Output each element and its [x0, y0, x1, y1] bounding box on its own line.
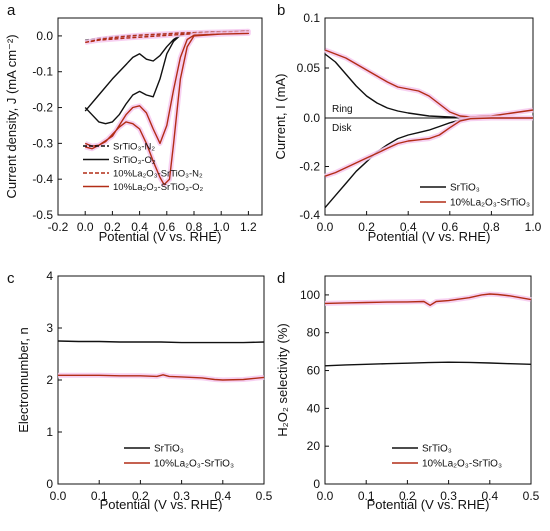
x-tick-label: 0.6	[441, 220, 458, 234]
disk-label: Disk	[332, 123, 352, 134]
legend-entry: 10%La₂O₃-SrTiO₃-N₂	[113, 169, 203, 180]
y-axis-label: Current density, J (mA cm⁻²)	[4, 34, 19, 198]
y-tick-label: -0.1	[32, 65, 53, 79]
y-axis-label: H₂O₂ selectivity (%)	[275, 323, 290, 436]
y-axis-label: Current, I (mA)	[273, 74, 288, 160]
x-tick-label: 0.1	[358, 489, 375, 503]
x-tick-label: 0.0	[50, 489, 67, 503]
series-line-glow	[324, 47, 534, 120]
legend-entry: 10%La₂O₃-SrTiO₃	[450, 198, 530, 209]
y-tick-label: -0.5	[32, 208, 53, 222]
y-tick-label: -0.2	[32, 101, 53, 115]
series-line	[84, 32, 250, 186]
y-tick-label: 0	[313, 477, 320, 491]
y-tick-label: 3	[46, 321, 53, 335]
x-tick-label: 0.4	[214, 489, 231, 503]
y-axis-label: Electronnumber, n	[16, 327, 31, 433]
panel-b: 0.0 0.2 0.4 0.6 0.8 1.0 0.1 0.05 0.0 -0.2 -0.4 Pote…	[273, 2, 542, 244]
y-tick-label: -0.4	[299, 208, 320, 222]
y-tick-label: 60	[307, 364, 321, 378]
panel-label: a	[7, 2, 16, 19]
x-tick-label: 0.5	[523, 489, 540, 503]
x-tick-label: 0.3	[173, 489, 190, 503]
series-line	[58, 374, 265, 381]
x-tick-label: 0.3	[440, 489, 457, 503]
y-tick-label: 0	[46, 477, 53, 491]
x-tick-label: 0.6	[158, 220, 175, 234]
series-line	[324, 293, 532, 306]
series-line	[324, 49, 534, 118]
y-tick-label: 0.0	[303, 111, 320, 125]
y-tick-label: 40	[307, 401, 321, 415]
legend-entry: SrTiO₃	[422, 444, 452, 455]
x-tick-label: 0.0	[317, 489, 334, 503]
y-tick-label: 2	[46, 373, 53, 387]
y-tick-label: -0.3	[32, 136, 53, 150]
legend-entry: SrTiO₃-O₂	[113, 155, 156, 166]
x-tick-label: 0.4	[481, 489, 498, 503]
series-line	[84, 30, 250, 125]
x-tick-label: 0.2	[399, 489, 416, 503]
x-tick-label: 0.2	[132, 489, 149, 503]
series-line-glow	[324, 115, 533, 179]
x-axis-label: Potential (V vs. RHE)	[99, 229, 222, 244]
axes-frame	[57, 17, 263, 216]
y-tick-label: -0.4	[32, 172, 53, 186]
ring-label: Ring	[332, 104, 353, 115]
x-tick-label: 1.0	[213, 220, 230, 234]
x-tick-label: 0.2	[358, 220, 375, 234]
x-tick-label: 0.8	[186, 220, 203, 234]
y-tick-label: 0.0	[36, 29, 53, 43]
x-tick-label: 0.0	[77, 220, 94, 234]
y-tick-label: 20	[307, 439, 321, 453]
x-tick-label: 0.0	[317, 220, 334, 234]
x-tick-label: 0.4	[400, 220, 417, 234]
series-line	[57, 340, 265, 344]
series-line	[324, 361, 532, 367]
y-tick-label: 1	[46, 425, 53, 439]
legend-entry: 10%La₂O₃-SrTiO₃	[422, 459, 502, 470]
x-axis-label: Potential (V vs. RHE)	[368, 229, 491, 244]
x-tick-label: 0.5	[256, 489, 273, 503]
x-tick-label: 0.1	[91, 489, 108, 503]
legend-entry: SrTiO₃	[154, 444, 184, 455]
panel-d: 0.0 0.1 0.2 0.3 0.4 0.5 0 20 40 60 80 100 Potential …	[275, 270, 540, 512]
panel-a: -0.2 0.0 0.2 0.4 0.6 0.8 1.0 1.2 0.0 -0.1 -0.2 -0.3…	[4, 2, 263, 244]
panel-c: 0.0 0.1 0.2 0.3 0.4 0.5 0 1 2 3 4 Potential (V vs. …	[7, 269, 273, 512]
x-tick-label: 1.0	[525, 220, 542, 234]
x-tick-label: -0.2	[48, 220, 69, 234]
y-tick-label: 80	[307, 326, 321, 340]
series-line	[324, 117, 533, 177]
legend-entry: 10%La₂O₃-SrTiO₃	[154, 459, 234, 470]
x-tick-label: 0.2	[104, 220, 121, 234]
x-tick-label: 0.4	[131, 220, 148, 234]
panel-label: b	[277, 2, 285, 19]
y-tick-label: 0.05	[297, 61, 321, 75]
panel-label: c	[7, 270, 15, 287]
y-tick-label: 4	[46, 269, 53, 283]
x-tick-label: 1.2	[240, 220, 257, 234]
y-tick-label: 0.1	[303, 11, 320, 25]
legend-entry: 10%La₂O₃-SrTiO₃-O₂	[113, 182, 204, 193]
legend-entry: SrTiO₃	[450, 183, 480, 194]
x-axis-label: Potential (V vs. RHE)	[367, 497, 490, 512]
x-axis-label: Potential (V vs. RHE)	[100, 497, 223, 512]
axes-frame	[324, 275, 532, 485]
legend-entry: SrTiO₃-N₂	[113, 142, 155, 153]
x-tick-label: 0.8	[483, 220, 500, 234]
y-tick-label: -0.2	[299, 160, 320, 174]
y-tick-label: 100	[300, 288, 320, 302]
panel-label: d	[277, 270, 285, 287]
